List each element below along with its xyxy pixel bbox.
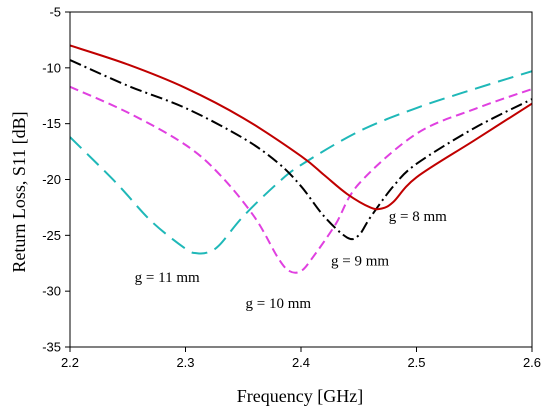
curve-annotation: g = 8 mm: [389, 209, 447, 225]
x-tick-label: 2.4: [292, 355, 310, 370]
y-tick-label: -25: [42, 228, 61, 243]
series-line-g-10-mm: [70, 85, 532, 274]
x-tick-label: 2.6: [523, 355, 541, 370]
x-tick-label: 2.3: [176, 355, 194, 370]
y-tick-label: -15: [42, 116, 61, 131]
y-tick-label: -35: [42, 340, 61, 355]
series-line-g-8-mm: [70, 44, 532, 211]
series-line-g-11-mm: [70, 70, 532, 255]
curve-annotation: g = 9 mm: [331, 253, 389, 269]
curve-annotation: g = 11 mm: [135, 270, 200, 286]
curve-annotation: g = 10 mm: [246, 296, 312, 312]
y-tick-label: -10: [42, 60, 61, 75]
y-axis-title: Return Loss, S11 [dB]: [9, 111, 29, 272]
x-tick-label: 2.5: [407, 355, 425, 370]
y-tick-label: -20: [42, 172, 61, 187]
y-tick-label: -5: [49, 5, 61, 20]
series-line-g-9-mm: [70, 59, 532, 241]
plot-area: 2.2 2.3 2.4 2.5 2.6 -35 -30 -25 -20 -15 -10 -5 g = 8…: [42, 5, 541, 371]
x-tick-label: 2.2: [61, 355, 79, 370]
y-tick-label: -30: [42, 284, 61, 299]
x-axis-title: Frequency [GHz]: [237, 386, 363, 406]
